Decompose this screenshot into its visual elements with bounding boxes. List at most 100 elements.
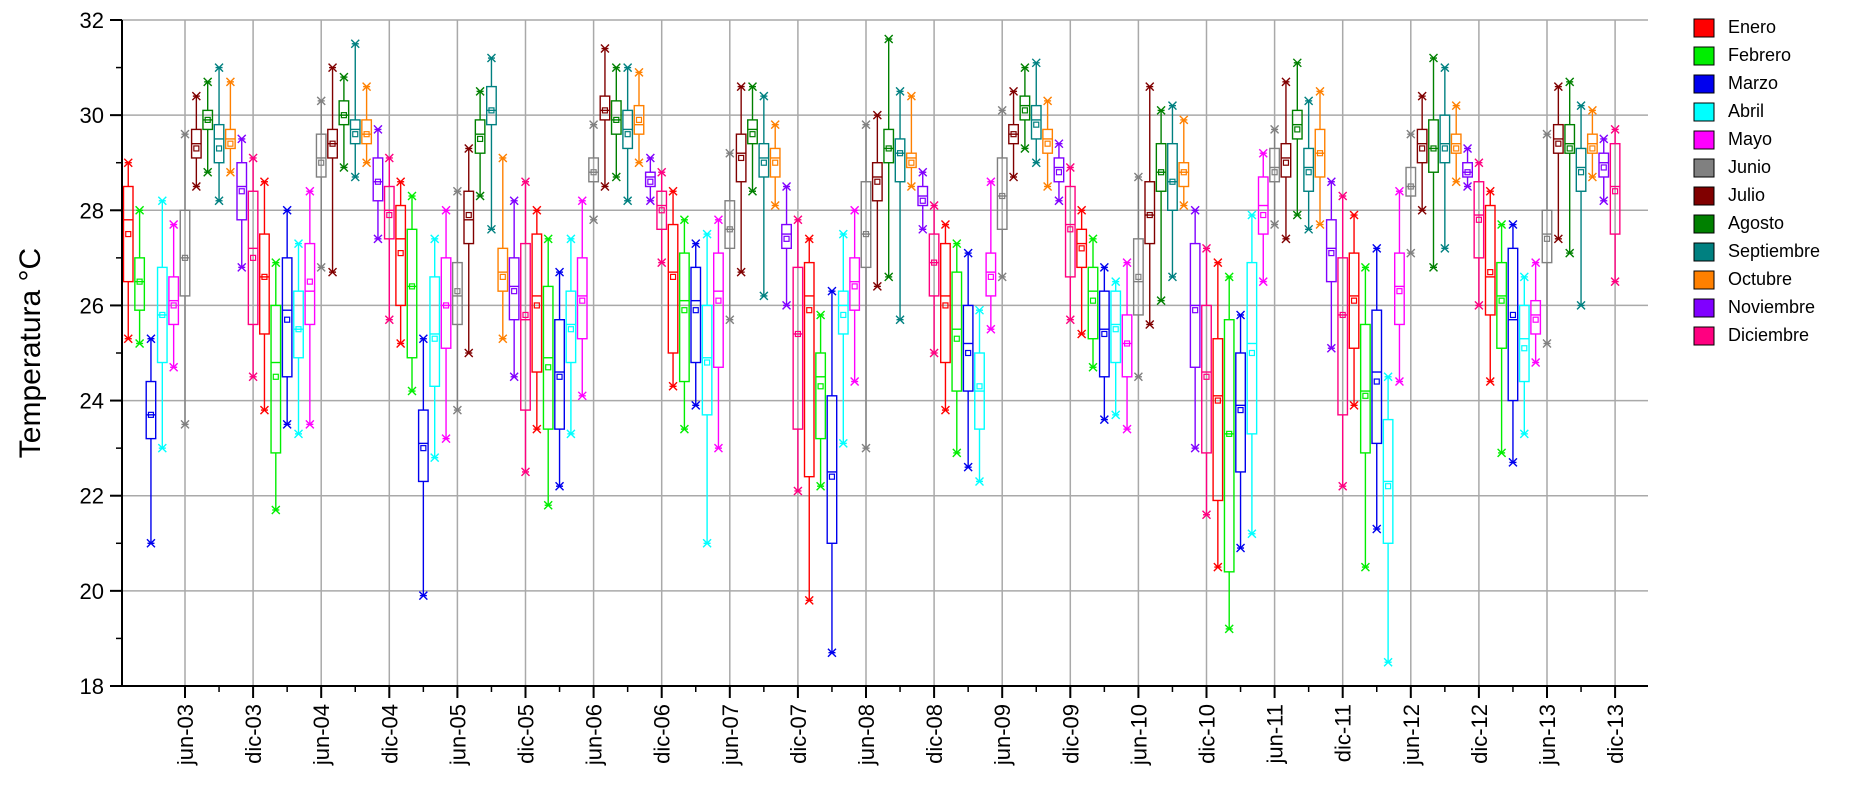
min-marker [611,172,621,182]
box-diciembre-2013 [1609,124,1621,287]
box-noviembre-2012 [1462,143,1474,191]
box-iqr [1439,114,1451,164]
min-marker [1031,158,1041,168]
min-marker [929,348,939,358]
box-marzo-2009 [962,248,974,472]
box-mean [193,145,200,152]
legend-swatch [1693,18,1715,38]
box-mean [1384,483,1392,490]
min-marker [1236,543,1246,553]
max-marker [1292,58,1302,68]
box-mean [1078,245,1085,252]
box-septiembre-2012 [1439,63,1451,253]
box-mean [363,131,370,138]
max-marker [1587,105,1597,115]
box-mean [703,359,711,366]
box-junio-2013 [1541,129,1553,348]
max-marker [350,39,360,49]
box-agosto-2013 [1564,77,1576,258]
box-mean [1271,169,1278,176]
box-mean [170,302,177,309]
box-marzo-2005 [417,334,429,601]
box-julio-2011 [1280,77,1292,244]
box-noviembre-2013 [1598,134,1610,206]
box-mean [1214,397,1221,404]
min-marker [1406,248,1416,258]
box-mean [1316,150,1324,157]
min-marker [532,424,542,434]
max-marker [623,63,633,73]
min-marker [566,429,576,439]
legend-label: Agosto [1728,213,1784,233]
box-iqr [1076,228,1088,269]
max-marker [146,334,156,344]
box-mean [1033,121,1040,128]
min-marker [146,538,156,548]
min-marker [804,595,814,605]
box-junio-2007 [724,148,736,325]
min-marker [555,481,565,491]
box-iqr [1053,157,1065,183]
min-marker [123,334,133,344]
box-mean [999,192,1006,200]
min-marker [1485,377,1495,387]
box-enero-2010 [1076,205,1088,339]
box-iqr [1166,142,1178,211]
legend: Enero Febrero Marzo Abril Mayo Junio Julio Agos… [1693,17,1820,346]
min-marker [850,377,860,387]
x-tick-label: dic-06 [650,704,675,764]
box-iqr [520,242,531,411]
box-mean [885,145,892,152]
min-marker [282,419,292,429]
max-marker [1474,158,1484,168]
box-mean [556,373,563,380]
min-marker [430,453,440,463]
x-tick-label: dic-10 [1195,704,1220,764]
box-iqr [1359,323,1371,454]
min-marker [975,476,984,486]
legend-label: Octubre [1728,269,1792,289]
box-agosto-2011 [1291,58,1303,220]
max-marker [1383,372,1393,382]
max-marker [1326,177,1336,187]
box-iqr [1564,123,1576,154]
box-mayo-2011 [1257,148,1269,287]
max-marker [169,220,179,230]
min-marker [1587,172,1597,182]
box-abril-2003 [156,196,168,453]
box-julio-2003 [190,91,202,191]
box-febrero-2007 [678,215,690,434]
box-mayo-2009 [985,177,997,334]
box-mean [159,311,166,319]
box-iqr [1280,142,1292,178]
box-iqr [610,100,622,135]
box-iqr [803,261,815,478]
min-marker [918,224,928,234]
box-iqr [792,266,804,430]
min-marker [634,158,644,168]
min-marker [486,224,496,234]
box-marzo-2013 [1507,220,1519,467]
box-mayo-2013 [1530,258,1542,368]
min-marker [464,348,474,358]
min-marker [1383,657,1393,667]
max-marker [1156,105,1166,115]
box-marzo-2004 [281,205,293,429]
max-marker [657,167,667,177]
max-marker [1111,277,1121,287]
max-marker [895,86,905,96]
min-marker [963,462,973,472]
legend-swatch [1693,46,1715,66]
box-iqr [531,233,543,373]
box-octubre-2011 [1314,86,1326,230]
box-iqr [338,100,350,126]
box-mean [806,307,813,314]
max-marker [1429,53,1438,63]
box-mean [794,330,802,338]
box-septiembre-2004 [349,39,361,182]
box-mean [1509,311,1517,319]
box-mean [669,273,677,280]
box-septiembre-2006 [622,63,634,206]
max-marker [838,229,848,239]
max-marker [1009,86,1019,96]
